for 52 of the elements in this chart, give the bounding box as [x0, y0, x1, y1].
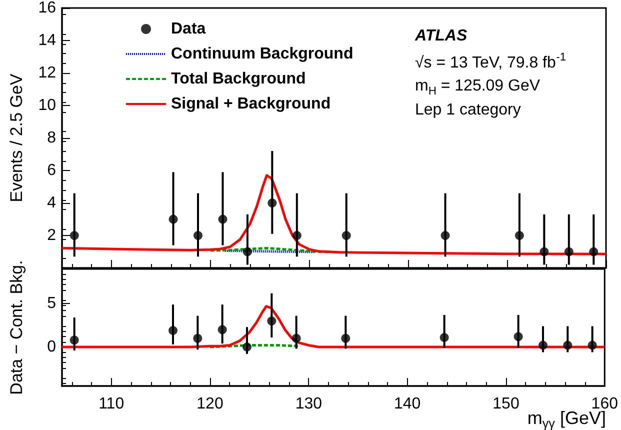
point	[168, 214, 178, 224]
y-tick-label: 0	[47, 338, 56, 356]
point	[540, 247, 549, 256]
y-axis-title: Events / 2.5 GeV	[7, 73, 26, 202]
legend-label: Signal + Background	[171, 96, 331, 112]
point	[563, 340, 572, 350]
point	[193, 334, 202, 343]
legend-label: Data	[171, 20, 206, 38]
point	[514, 332, 523, 342]
x-tick-label: 130	[295, 396, 322, 412]
point	[440, 332, 449, 342]
y-tick-label: 2	[47, 227, 56, 244]
line-series	[60, 174, 608, 256]
y-tick-label: 12	[38, 64, 56, 82]
point	[514, 231, 524, 240]
y-axis-title: Data − Cont. Bkg.	[7, 260, 26, 395]
point	[342, 231, 351, 240]
point	[168, 326, 178, 336]
point	[538, 340, 548, 350]
point	[268, 198, 277, 208]
y-tick-label: 10	[38, 97, 56, 114]
point	[242, 342, 252, 352]
point	[70, 231, 79, 240]
y-tick-label: 8	[47, 130, 56, 146]
point	[218, 325, 227, 334]
line-series	[60, 305, 606, 348]
point	[242, 247, 252, 256]
y-tick-label: 5	[47, 295, 56, 312]
point	[588, 340, 597, 350]
point	[341, 334, 350, 343]
y-tick-label: 6	[47, 162, 56, 179]
y-tick-label: 16	[38, 0, 56, 16]
point	[267, 316, 276, 326]
point	[292, 334, 301, 343]
point	[194, 231, 202, 240]
point	[440, 231, 450, 240]
point	[564, 247, 574, 256]
point	[589, 247, 598, 256]
legend-label: Total Background	[171, 70, 306, 88]
x-tick-label: 150	[492, 396, 520, 412]
point	[218, 214, 228, 224]
x-tick-label: 160	[591, 396, 618, 412]
legend-label: Continuum Background	[171, 46, 354, 62]
point	[70, 336, 79, 345]
y-tick-label: 4	[47, 194, 56, 212]
y-tick-label: 14	[38, 32, 56, 49]
point	[292, 231, 302, 240]
annotation: Lep 1 category	[415, 102, 521, 118]
x-tick-label: 120	[196, 396, 224, 412]
x-tick-label: 110	[98, 396, 124, 412]
x-tick-label: 140	[394, 396, 421, 412]
annotation: ATLAS	[414, 28, 468, 44]
